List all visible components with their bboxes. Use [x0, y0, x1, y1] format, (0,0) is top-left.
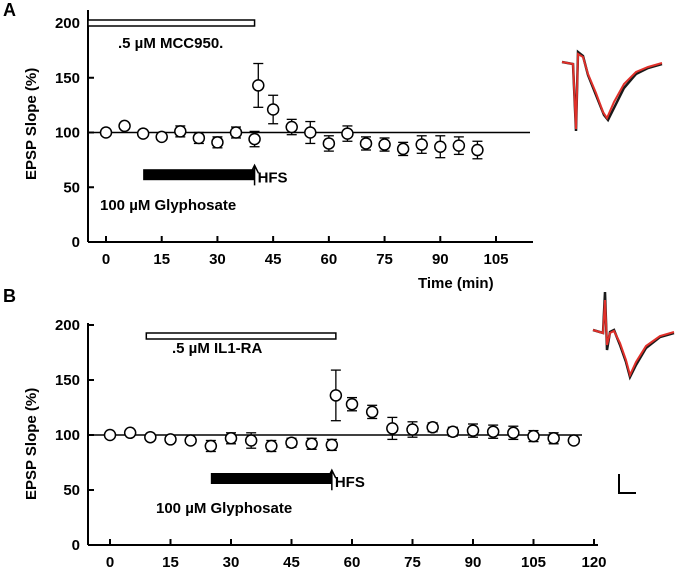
- data-point: [192, 131, 206, 145]
- trace-post-hfs: [592, 299, 675, 378]
- data-point: [224, 432, 238, 445]
- data-point: [99, 126, 113, 139]
- data-point: [252, 79, 265, 92]
- drug-label: .5 µM IL1-RA: [172, 340, 262, 357]
- panel-b-epsp-trace-inset: [592, 291, 675, 381]
- data-point: [248, 132, 261, 146]
- data-point: [123, 426, 137, 440]
- glyphosate-label: 100 µM Glyphosate: [156, 500, 292, 517]
- panel-a: A EPSP Slope (%) Time (min) 050100150200…: [3, 0, 533, 292]
- drug-application-bar: [87, 19, 256, 27]
- panel-a-y-label: EPSP Slope (%): [23, 68, 40, 180]
- glyphosate-bar: [143, 169, 255, 181]
- glyphosate-bar: [210, 473, 332, 484]
- hfs-arrow: [249, 163, 260, 186]
- glyphosate-label: 100 µM Glyphosate: [100, 197, 236, 214]
- data-point: [103, 428, 117, 442]
- x-tick-label: 75: [404, 554, 421, 571]
- x-tick-label: 60: [321, 251, 338, 268]
- data-point: [547, 432, 560, 445]
- panel-a-x-label: Time (min): [418, 275, 494, 292]
- y-tick-label: 0: [72, 537, 80, 554]
- y-tick-label: 150: [55, 70, 80, 87]
- data-point: [329, 389, 343, 402]
- data-point: [378, 138, 391, 151]
- y-tick-label: 150: [55, 372, 80, 389]
- data-point: [396, 142, 410, 156]
- y-tick-label: 200: [55, 15, 80, 32]
- y-tick-label: 0: [72, 234, 80, 251]
- data-point: [118, 119, 131, 133]
- data-point: [434, 140, 447, 153]
- data-point: [471, 143, 484, 157]
- hfs-arrow: [327, 468, 337, 491]
- x-tick-label: 60: [344, 554, 361, 571]
- data-point: [507, 426, 520, 440]
- data-point: [466, 424, 480, 437]
- data-point: [204, 439, 218, 453]
- data-point: [304, 126, 317, 139]
- data-point: [244, 434, 258, 447]
- x-tick-label: 15: [162, 554, 179, 571]
- data-point: [359, 137, 373, 150]
- data-point: [229, 126, 243, 139]
- data-point: [136, 127, 150, 140]
- x-tick-label: 90: [432, 251, 449, 268]
- data-point: [285, 120, 298, 134]
- data-point: [265, 439, 278, 453]
- data-point: [164, 433, 177, 446]
- panel-b: B EPSP Slope (%) 0 50 100 150 200 0 15 30 45 60 75…: [3, 286, 607, 571]
- hfs-label: HFS: [258, 169, 288, 186]
- data-point: [406, 423, 419, 436]
- data-point: [446, 425, 460, 438]
- x-tick-label: 0: [102, 251, 110, 268]
- drug-application-bar: [145, 332, 337, 340]
- y-tick-label: 200: [55, 317, 80, 334]
- data-point: [285, 436, 298, 449]
- y-tick-label: 50: [63, 179, 80, 196]
- data-point: [174, 125, 187, 138]
- data-point: [266, 103, 280, 116]
- x-tick-label: 45: [283, 554, 300, 571]
- hfs-label: HFS: [335, 474, 365, 491]
- x-tick-label: 0: [106, 554, 114, 571]
- data-point: [527, 429, 540, 443]
- x-tick-label: 45: [265, 251, 282, 268]
- data-point: [567, 434, 581, 447]
- x-tick-label: 30: [209, 251, 226, 268]
- panel-a-label: A: [3, 0, 16, 20]
- data-point: [305, 437, 318, 451]
- data-point: [426, 421, 439, 434]
- x-tick-label: 30: [223, 554, 240, 571]
- x-tick-label: 120: [581, 554, 606, 571]
- x-tick-label: 105: [521, 554, 546, 571]
- x-tick-label: 105: [483, 251, 508, 268]
- data-point: [452, 139, 466, 152]
- data-point: [155, 130, 168, 144]
- data-point: [415, 138, 428, 151]
- data-point: [486, 425, 500, 438]
- x-tick-label: 15: [153, 251, 170, 268]
- trace-post-hfs: [561, 52, 663, 130]
- panel-a-epsp-trace-inset: [561, 49, 663, 132]
- data-point: [184, 434, 197, 447]
- y-tick-label: 100: [55, 427, 80, 444]
- data-point: [322, 137, 336, 150]
- data-point: [325, 438, 339, 452]
- data-point: [345, 397, 359, 411]
- y-tick-label: 50: [63, 482, 80, 499]
- panel-b-label: B: [3, 286, 16, 306]
- y-tick-label: 100: [55, 125, 80, 142]
- data-point: [365, 405, 379, 419]
- data-point: [341, 127, 354, 140]
- data-point: [144, 430, 157, 444]
- x-tick-label: 75: [376, 251, 393, 268]
- x-tick-label: 90: [465, 554, 482, 571]
- data-point: [386, 422, 399, 435]
- panel-b-y-label: EPSP Slope (%): [23, 388, 40, 500]
- data-point: [211, 136, 224, 149]
- drug-label: .5 µM MCC950.: [118, 35, 223, 52]
- scale-bar: [618, 474, 636, 494]
